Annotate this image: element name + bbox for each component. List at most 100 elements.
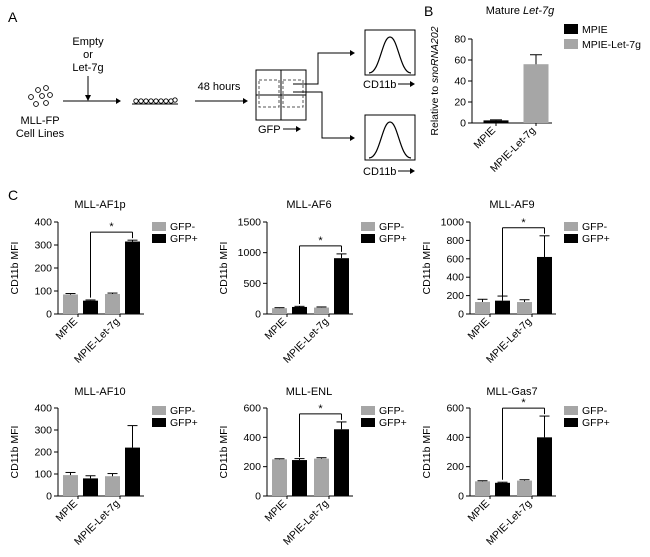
y-axis-label: CD11b MFI	[9, 426, 21, 479]
y-tick-label: 0	[458, 491, 464, 503]
chart-mll-af9: MLL-AF9 0 200 400 600 800 1000 CD11b MFI MPIEMPI…	[421, 199, 610, 366]
gate-arrow-bottom-head	[350, 135, 355, 141]
chart-title-part: Let-7g	[523, 5, 555, 17]
legend-swatch	[152, 222, 166, 231]
arrow-2-head	[243, 98, 248, 104]
bar	[475, 302, 490, 314]
y-tick-label: 1000	[441, 217, 465, 229]
y-tick-label: 800	[446, 235, 464, 247]
cell-cluster-icon	[28, 85, 53, 107]
legend-label: GFP-	[582, 221, 608, 233]
histogram-top	[364, 29, 416, 76]
y-tick-label: 600	[446, 253, 464, 265]
y-tick-label: 1000	[238, 247, 262, 259]
bar	[537, 437, 552, 496]
legend-label: GFP-	[170, 405, 196, 417]
legend-swatch	[564, 418, 578, 427]
gfp-axis-label: GFP	[258, 124, 281, 136]
bar	[125, 241, 140, 314]
legend-swatch	[152, 418, 166, 427]
significance-star: *	[521, 397, 526, 409]
bar	[292, 306, 307, 314]
chart-mll-gas7: MLL-Gas7 0 200 400 600 CD11b MFI MPIEMPIE-Let-…	[421, 386, 610, 548]
y-tick-label: 0	[458, 309, 464, 321]
legend-label: GFP+	[582, 417, 610, 429]
x-tick-label: MPIE	[465, 316, 492, 343]
y-axis-label: CD11b MFI	[421, 242, 433, 295]
y-axis-label-part: CD11b MFI	[9, 426, 21, 479]
treatment-arrow-head	[85, 95, 91, 101]
y-tick-label: 400	[446, 272, 464, 284]
bar	[125, 447, 140, 496]
bar	[475, 481, 490, 496]
bar	[105, 293, 120, 314]
chart-title: MLL-Gas7	[486, 386, 537, 398]
panel-label-a: A	[8, 9, 18, 25]
bar	[314, 458, 329, 496]
y-axis-label-part: Relative to	[429, 83, 441, 136]
bar	[483, 120, 509, 123]
bar	[63, 475, 78, 496]
legend-label: MPIE	[582, 24, 608, 36]
chart-title-part: Mature	[486, 5, 523, 17]
significance-star: *	[318, 403, 323, 415]
legend-swatch	[361, 234, 375, 243]
x-tick-label: MPIE-Let-7g	[281, 316, 331, 366]
chart-mll-af1p: MLL-AF1p 0 100 200 300 400 CD11b MFI MPIEMPIE-L…	[9, 199, 198, 366]
y-tick-label: 40	[454, 76, 466, 88]
bar	[292, 460, 307, 496]
time-label: 48 hours	[198, 81, 241, 93]
legend-swatch	[361, 406, 375, 415]
y-axis-label: Relative to snoRNA202	[429, 26, 441, 135]
cd11b-axis-label-bottom: CD11b	[363, 166, 396, 178]
y-tick-label: 400	[243, 432, 261, 444]
y-tick-label: 0	[255, 309, 261, 321]
bar	[63, 294, 78, 314]
histogram-bottom	[364, 114, 416, 161]
y-tick-label: 0	[460, 118, 466, 130]
gate-arrow-bottom	[293, 91, 350, 139]
charts-layer: Mature Let-7g 0 20 40 60 80 Relative to snoRNA…	[9, 5, 641, 548]
bar	[272, 308, 287, 314]
y-axis-label-part: snoRNA202	[429, 26, 441, 83]
y-tick-label: 400	[34, 217, 52, 229]
y-axis-label-part: CD11b MFI	[218, 242, 230, 295]
x-tick-label: MPIE	[53, 316, 80, 343]
cd11b-axis-arrow-top-head	[410, 81, 415, 87]
x-tick-label: MPIE	[262, 316, 289, 343]
chart-mll-af6: MLL-AF6 0 500 1000 1500 CD11b MFI MPIEMPIE-Let…	[218, 199, 407, 366]
y-tick-label: 0	[46, 309, 52, 321]
chart-title: MLL-ENL	[286, 386, 332, 398]
chart-mll-enl: MLL-ENL 0 200 400 600 CD11b MFI MPIEMPIE-Let-7…	[218, 386, 407, 548]
y-tick-label: 100	[34, 286, 52, 298]
cells-label-line2: Cell Lines	[16, 128, 65, 140]
legend-swatch	[564, 39, 578, 49]
gate-arrow-top	[293, 52, 350, 85]
legend-swatch	[564, 406, 578, 415]
panel-label-c: C	[8, 187, 18, 203]
x-tick-label: MPIE	[262, 498, 289, 525]
cells-in-plate-icon	[132, 97, 178, 105]
legend-swatch	[361, 418, 375, 427]
panel-label-b: B	[424, 3, 433, 19]
gate-arrow-top-head	[350, 50, 355, 56]
y-tick-label: 80	[454, 34, 466, 46]
x-tick-label: MPIE-Let-7g	[484, 316, 534, 366]
y-axis-label: CD11b MFI	[421, 426, 433, 479]
y-axis-label-part: CD11b MFI	[9, 242, 21, 295]
y-tick-label: 200	[34, 447, 52, 459]
chart-title: Mature Let-7g	[486, 5, 555, 17]
schematic: Empty or Let-7g MLL-FP Cell Lines 48 hou…	[16, 29, 416, 178]
x-tick-label: MPIE-Let-7g	[72, 316, 122, 366]
y-tick-label: 100	[34, 469, 52, 481]
chart-title: MLL-AF1p	[74, 199, 125, 211]
legend-swatch	[564, 24, 578, 34]
arrow-1-head	[116, 98, 121, 104]
legend-label: GFP-	[170, 221, 196, 233]
y-tick-label: 60	[454, 55, 466, 67]
y-tick-label: 400	[446, 432, 464, 444]
y-axis-label-part: CD11b MFI	[421, 426, 433, 479]
legend-label: GFP-	[379, 405, 405, 417]
y-tick-label: 500	[243, 278, 261, 290]
